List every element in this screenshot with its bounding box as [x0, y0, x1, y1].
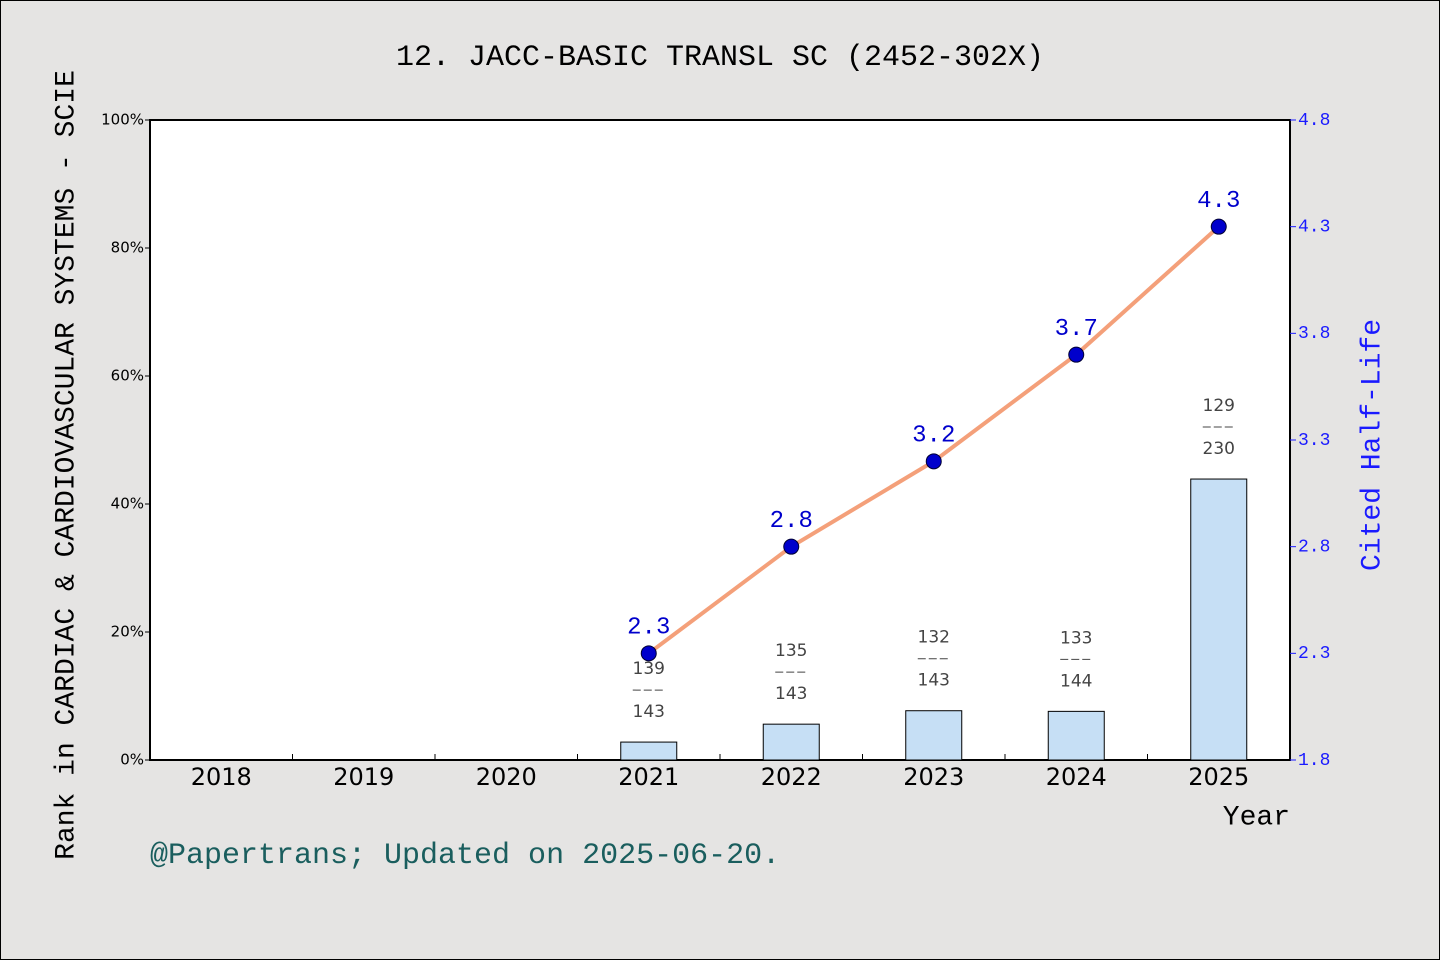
point-label: 2.3: [627, 615, 670, 642]
x-tick-label: 2023: [903, 763, 964, 791]
y-tick-label: 100%: [101, 111, 144, 129]
bar: [1190, 478, 1248, 761]
chart-title: 12. JACC-BASIC TRANSL SC (2452-302X): [396, 41, 1044, 75]
y-tick-label: 20%: [111, 623, 144, 641]
point-label: 3.2: [912, 423, 955, 450]
point-label: 3.7: [1055, 316, 1098, 343]
rank-label: 132: [918, 628, 950, 648]
y2-axis-label: Cited Half-Life: [1357, 319, 1388, 571]
total-label: 143: [775, 684, 807, 704]
x-tick-label: 2024: [1046, 763, 1107, 791]
rank-label: 139: [633, 659, 665, 679]
footer: @Papertrans; Updated on 2025-06-20.: [150, 839, 780, 873]
point-label: 2.8: [770, 508, 813, 535]
total-label: 230: [1203, 439, 1235, 459]
x-axis-label: Year: [1223, 802, 1290, 833]
rank-label: 129: [1203, 396, 1235, 416]
bar: [620, 741, 678, 761]
x-tick-label: 2025: [1188, 763, 1249, 791]
y-axis-label: Rank in CARDIAC & CARDIOVASCULAR SYSTEMS…: [51, 70, 82, 860]
line-point: [783, 538, 800, 555]
x-tick-label: 2019: [333, 763, 394, 791]
rank-label: 133: [1060, 628, 1092, 648]
y-tick-label: 40%: [111, 495, 144, 513]
rank-label: 135: [775, 641, 807, 661]
bar: [1047, 710, 1105, 761]
line-point: [1068, 346, 1085, 363]
x-tick-label: 2021: [618, 763, 679, 791]
bar: [762, 723, 820, 761]
total-label: 144: [1060, 671, 1092, 691]
plot-area: [149, 119, 1291, 761]
line-point: [925, 453, 942, 470]
y2-tick-label: 4.3: [1298, 217, 1330, 237]
bar: [905, 710, 963, 761]
total-label: 143: [918, 671, 950, 691]
y2-tick-label: 3.3: [1298, 431, 1330, 451]
y2-tick-label: 4.8: [1298, 111, 1330, 131]
total-label: 143: [633, 702, 665, 722]
y2-tick-label: 1.8: [1298, 751, 1330, 771]
y2-tick-label: 3.8: [1298, 324, 1330, 344]
y2-tick-label: 2.8: [1298, 537, 1330, 557]
point-label: 4.3: [1197, 188, 1240, 215]
y2-tick-label: 2.3: [1298, 644, 1330, 664]
y-tick-label: 0%: [120, 751, 144, 769]
x-tick-label: 2020: [476, 763, 537, 791]
y-tick-label: 80%: [111, 239, 144, 257]
line-point: [640, 645, 657, 662]
x-tick-label: 2022: [761, 763, 822, 791]
x-tick-label: 2018: [191, 763, 252, 791]
y-tick-label: 60%: [111, 367, 144, 385]
line-point: [1210, 218, 1227, 235]
